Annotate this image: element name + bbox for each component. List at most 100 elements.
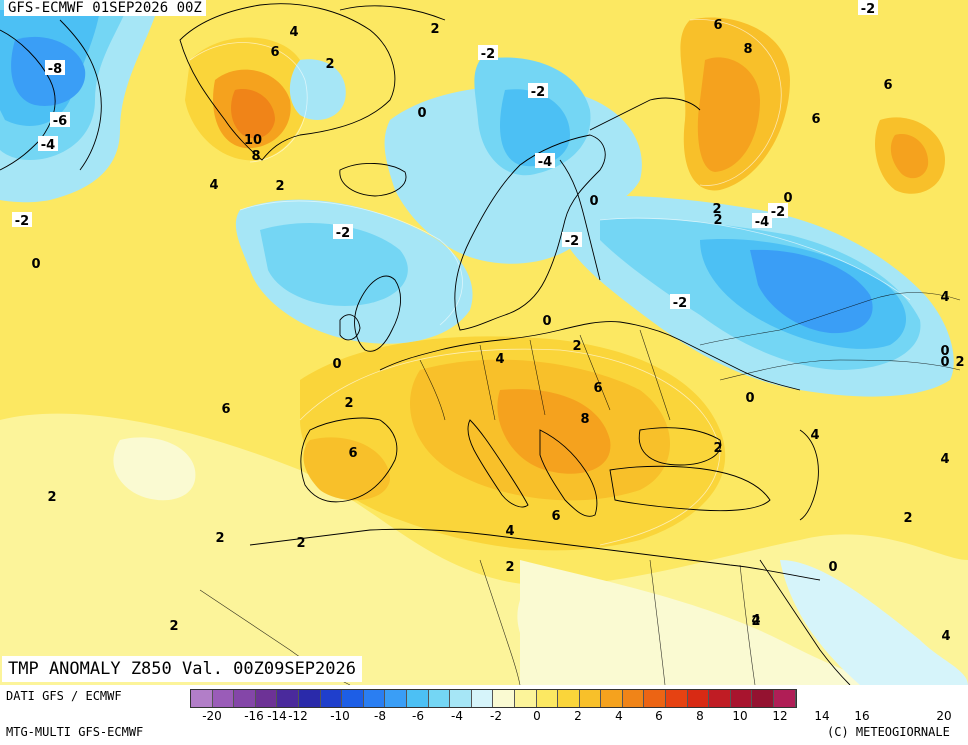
- color-scale-tick: 0: [533, 709, 541, 723]
- contour-label: 6: [348, 446, 357, 461]
- color-scale-cell: [212, 690, 235, 707]
- contour-label: 2: [215, 531, 224, 546]
- contour-label: 2: [344, 396, 353, 411]
- contour-label-bg: [528, 83, 548, 98]
- contour-label: 4: [940, 290, 949, 305]
- contour-label: 6: [811, 112, 820, 127]
- contour-label: -6: [53, 114, 67, 129]
- contour-label: 6: [883, 78, 892, 93]
- contour-label-bg: [38, 136, 58, 151]
- color-scale-cell: [514, 690, 537, 707]
- color-scale-cell: [471, 690, 494, 707]
- contour-label: -2: [531, 85, 545, 100]
- contour-label: 2: [430, 22, 439, 37]
- contour-label: 10: [244, 133, 262, 148]
- contour-label-bg: [12, 212, 32, 227]
- contour-lines: [189, 19, 911, 546]
- color-scale-tick: -4: [451, 709, 463, 723]
- contour-label: 6: [593, 381, 602, 396]
- color-scale-cell: [320, 690, 343, 707]
- color-scale-tick: -6: [412, 709, 424, 723]
- color-scale-cell: [687, 690, 710, 707]
- color-scale-cell: [536, 690, 559, 707]
- contour-label: 2: [955, 355, 964, 370]
- contour-label: 4: [751, 613, 760, 628]
- contour-label: -4: [41, 138, 55, 153]
- contour-label-bg: [50, 112, 70, 127]
- contour-label: 0: [828, 560, 837, 575]
- contour-label: 2: [572, 339, 581, 354]
- contour-label: 2: [169, 619, 178, 634]
- color-scale-cell: [622, 690, 645, 707]
- color-scale-cell: [363, 690, 386, 707]
- contour-label: 2: [505, 560, 514, 575]
- contour-label: 0: [31, 257, 40, 272]
- contour-label: 0: [940, 355, 949, 370]
- color-scale-cell: [730, 690, 753, 707]
- map-title: TMP ANOMALY Z850 Val. 00Z09SEP2026: [2, 656, 362, 682]
- color-scale-cell: [709, 690, 731, 707]
- color-scale-tick: 20: [936, 709, 952, 723]
- contour-label: -2: [15, 214, 29, 229]
- contour-label: 0: [417, 106, 426, 121]
- color-scale-tick: -14: [267, 709, 287, 723]
- contour-label: 2: [47, 490, 56, 505]
- color-scale-tick: 4: [615, 709, 623, 723]
- contour-label: -4: [755, 215, 769, 230]
- color-scale-cell: [558, 690, 580, 707]
- contour-label: 4: [495, 352, 504, 367]
- contour-label-bg: [478, 45, 498, 60]
- contour-label: 4: [209, 178, 218, 193]
- contour-label: 4: [941, 629, 950, 644]
- color-scale-tick: 14: [814, 709, 830, 723]
- contour-label: -2: [673, 296, 687, 311]
- color-scale-cell: [601, 690, 623, 707]
- color-scale-tick: -10: [330, 709, 350, 723]
- contour-label: 2: [275, 179, 284, 194]
- color-scale-tick: 6: [655, 709, 663, 723]
- contour-label: 8: [251, 149, 260, 164]
- color-scale-tick: 16: [854, 709, 870, 723]
- contour-label: 6: [551, 509, 560, 524]
- contour-label: 4: [289, 25, 298, 40]
- color-scale-tick: -20: [202, 709, 222, 723]
- contour-label-bg: [535, 153, 555, 168]
- color-scale-cell: [342, 690, 364, 707]
- contour-label: 2: [325, 57, 334, 72]
- color-scale-cell: [191, 690, 213, 707]
- color-scale-tick: -16: [244, 709, 264, 723]
- run-label: GFS-ECMWF 01SEP2026 00Z: [4, 0, 206, 16]
- map-panel: -8 -6 -4 6 4 2 10 8 2 0 -2 -2 -4 -2 8 6 6 6 4 2 -2 -4 2 -2 0 0 -2 0…: [0, 0, 968, 685]
- color-scale-tick: 10: [732, 709, 748, 723]
- model-label: MTG-MULTI GFS-ECMWF: [6, 725, 144, 739]
- contour-label-bg: [858, 0, 878, 15]
- color-scale-cell: [450, 690, 472, 707]
- contour-label: -2: [771, 205, 785, 220]
- contour-label-bg: [752, 213, 772, 228]
- contour-label: -4: [538, 155, 552, 170]
- contour-label: 2: [713, 441, 722, 456]
- contour-label: 4: [505, 524, 514, 539]
- contour-label: 8: [580, 412, 589, 427]
- color-scale-tick: -12: [288, 709, 308, 723]
- contour-label: 2: [296, 536, 305, 551]
- contour-label: 0: [940, 344, 949, 359]
- color-scale: [190, 689, 797, 708]
- contour-label: 8: [743, 42, 752, 57]
- contour-label-bg: [45, 60, 65, 75]
- contour-label: 6: [713, 18, 722, 33]
- contour-label-bg: [333, 224, 353, 239]
- borders: [199, 292, 961, 685]
- contour-label: 4: [810, 428, 819, 443]
- footer: DATI GFS / ECMWF MTG-MULTI GFS-ECMWF (C)…: [0, 685, 968, 745]
- color-scale-tick: 8: [696, 709, 704, 723]
- contour-label-bg: [670, 294, 690, 309]
- color-scale-tick: 12: [772, 709, 788, 723]
- copyright-label: (C) METEOGIORNALE: [827, 725, 950, 739]
- color-scale-cell: [752, 690, 775, 707]
- color-scale-tick: -2: [490, 709, 502, 723]
- contour-label: -2: [481, 47, 495, 62]
- contour-label: 2: [713, 213, 722, 228]
